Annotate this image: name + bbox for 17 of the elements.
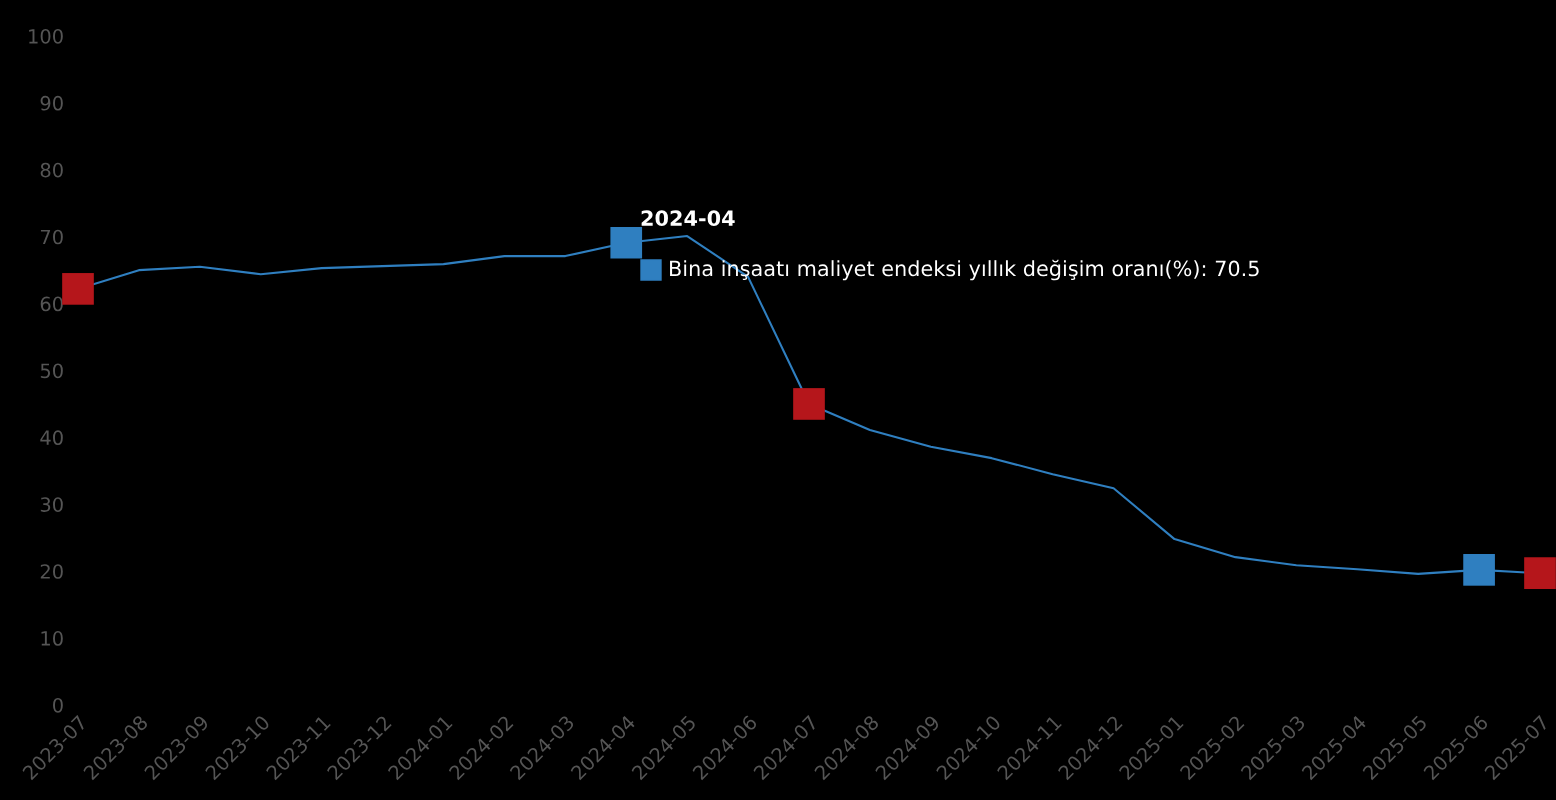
y-tick-label: 20 [40, 564, 63, 579]
y-tick-label: 40 [40, 430, 63, 446]
y-tick-label: 30 [40, 497, 63, 512]
y-tick-label: 90 [40, 95, 63, 111]
y-tick-label: 70 [40, 229, 63, 245]
annotation: 2024-04 [641, 210, 735, 227]
y-tick-label: 60 [40, 296, 63, 312]
y-tick-label: 0 [53, 697, 63, 713]
y-tick-label: 50 [40, 363, 63, 379]
point [793, 388, 825, 420]
point [62, 273, 94, 305]
point [1463, 554, 1495, 586]
point [610, 226, 643, 259]
y-tick-label: 80 [40, 162, 63, 178]
y-tick-label: 100 [29, 28, 63, 44]
y-tick-label: 10 [41, 631, 63, 646]
point [1524, 557, 1556, 590]
